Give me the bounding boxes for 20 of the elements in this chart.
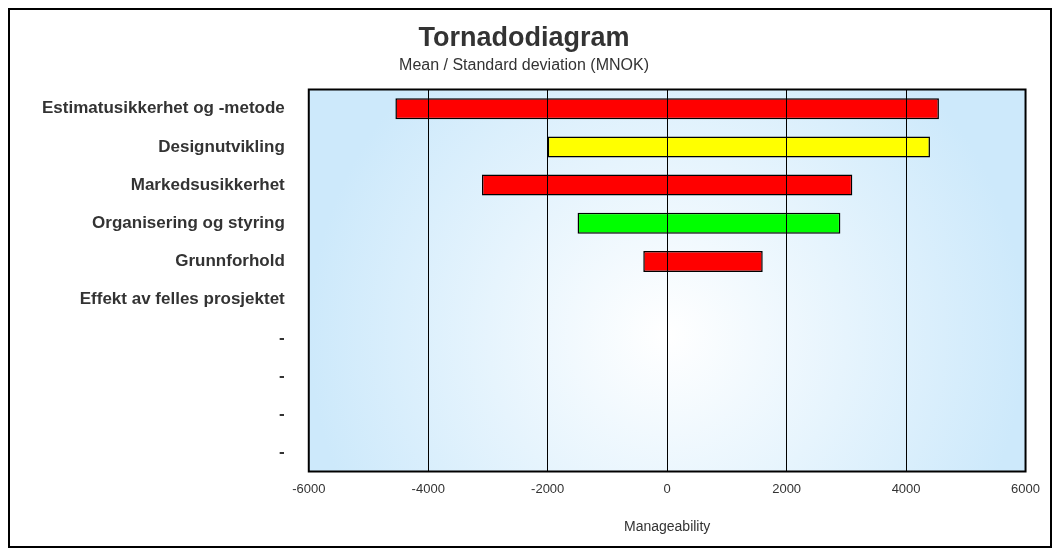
x-tick-label: 6000 xyxy=(1011,480,1040,496)
y-tick-label: - xyxy=(279,365,285,385)
y-tick-label: Designutvikling xyxy=(158,136,285,156)
x-tick-label: -2000 xyxy=(531,480,565,496)
chart-subtitle: Mean / Standard deviation (MNOK) xyxy=(399,56,649,74)
y-tick-label: Organisering og styring xyxy=(92,212,285,232)
y-tick-label: Estimatusikkerhet og -metode xyxy=(42,98,285,118)
x-axis-title: Manageability xyxy=(623,518,711,535)
chart-title: Tornadodiagram xyxy=(418,21,630,52)
x-tick-label: 0 xyxy=(663,480,671,496)
y-tick-label: - xyxy=(279,442,285,462)
x-tick-label: 2000 xyxy=(772,480,802,496)
y-tick-label: Markedsusikkerhet xyxy=(130,174,286,194)
y-tick-label: Grunnforhold xyxy=(175,251,285,271)
x-tick-label: 4000 xyxy=(891,480,921,496)
y-tick-label: - xyxy=(279,403,285,423)
x-tick-label: -4000 xyxy=(411,480,445,496)
y-tick-label: - xyxy=(279,327,285,347)
x-tick-label: -6000 xyxy=(292,480,326,496)
y-tick-label: Effekt av felles prosjektet xyxy=(79,289,286,309)
